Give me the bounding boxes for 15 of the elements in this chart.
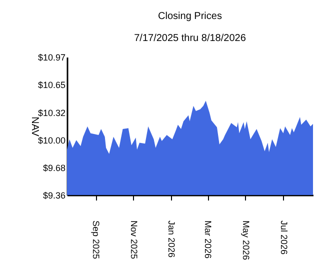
x-tick-label: Jan 2026 [166,220,177,258]
y-axis-title: NAV [28,116,40,137]
y-tick-label: $9.68 [42,163,66,174]
y-tick-label: $9.36 [42,190,66,200]
y-tick-label: $10.00 [38,136,66,146]
y-tick-label: $10.97 [38,52,66,62]
y-tick-label: $10.32 [38,108,66,118]
y-tick-label: $10.65 [38,80,66,90]
x-tick-label: Nov 2025 [128,220,139,260]
x-tick-label: May 2026 [240,220,251,260]
x-tick-label: Mar 2026 [203,220,214,259]
x-tick-label: Jul 2026 [278,220,289,255]
chart-title: Closing Prices [158,11,222,22]
chart-subtitle: 7/17/2025 thru 8/18/2026 [134,33,246,44]
x-tick-label: Sep 2025 [91,220,102,260]
